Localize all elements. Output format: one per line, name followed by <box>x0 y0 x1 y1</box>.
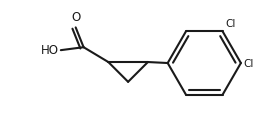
Text: Cl: Cl <box>225 19 236 29</box>
Text: Cl: Cl <box>244 59 254 69</box>
Text: O: O <box>71 11 80 24</box>
Text: HO: HO <box>41 44 59 57</box>
